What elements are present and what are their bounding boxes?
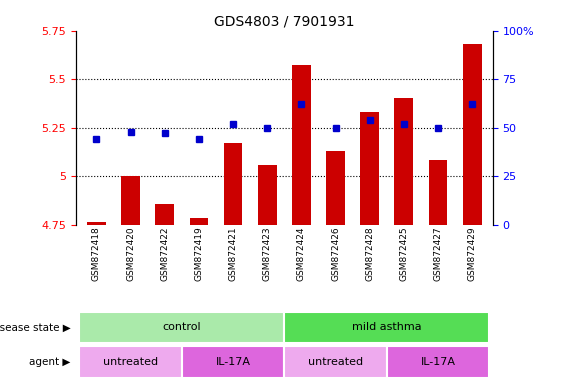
- Bar: [284, 312, 489, 343]
- Bar: [79, 346, 182, 377]
- Text: GSM872427: GSM872427: [434, 226, 443, 281]
- Bar: [326, 151, 345, 225]
- Text: GSM872429: GSM872429: [468, 226, 477, 281]
- Bar: [121, 176, 140, 225]
- Bar: [292, 65, 311, 225]
- Bar: [360, 112, 379, 225]
- Bar: [155, 204, 174, 225]
- Text: GSM872419: GSM872419: [194, 226, 203, 281]
- Text: untreated: untreated: [308, 357, 363, 367]
- Bar: [190, 218, 208, 225]
- Bar: [224, 143, 243, 225]
- Text: agent ▶: agent ▶: [29, 357, 70, 367]
- Bar: [387, 346, 489, 377]
- Bar: [428, 160, 448, 225]
- Bar: [79, 312, 284, 343]
- Bar: [463, 44, 481, 225]
- Text: GSM872418: GSM872418: [92, 226, 101, 281]
- Text: GSM872425: GSM872425: [399, 226, 408, 281]
- Text: GSM872420: GSM872420: [126, 226, 135, 281]
- Bar: [87, 222, 106, 225]
- Title: GDS4803 / 7901931: GDS4803 / 7901931: [214, 14, 355, 28]
- Bar: [284, 346, 387, 377]
- Bar: [395, 98, 413, 225]
- Text: GSM872424: GSM872424: [297, 226, 306, 281]
- Text: GSM872428: GSM872428: [365, 226, 374, 281]
- Text: GSM872423: GSM872423: [263, 226, 272, 281]
- Text: mild asthma: mild asthma: [352, 322, 422, 333]
- Text: IL-17A: IL-17A: [421, 357, 455, 367]
- Text: control: control: [163, 322, 201, 333]
- Text: untreated: untreated: [103, 357, 158, 367]
- Bar: [258, 166, 276, 225]
- Text: GSM872421: GSM872421: [229, 226, 238, 281]
- Text: disease state ▶: disease state ▶: [0, 322, 70, 333]
- Bar: [182, 346, 284, 377]
- Text: GSM872426: GSM872426: [331, 226, 340, 281]
- Text: GSM872422: GSM872422: [160, 226, 169, 281]
- Text: IL-17A: IL-17A: [216, 357, 251, 367]
